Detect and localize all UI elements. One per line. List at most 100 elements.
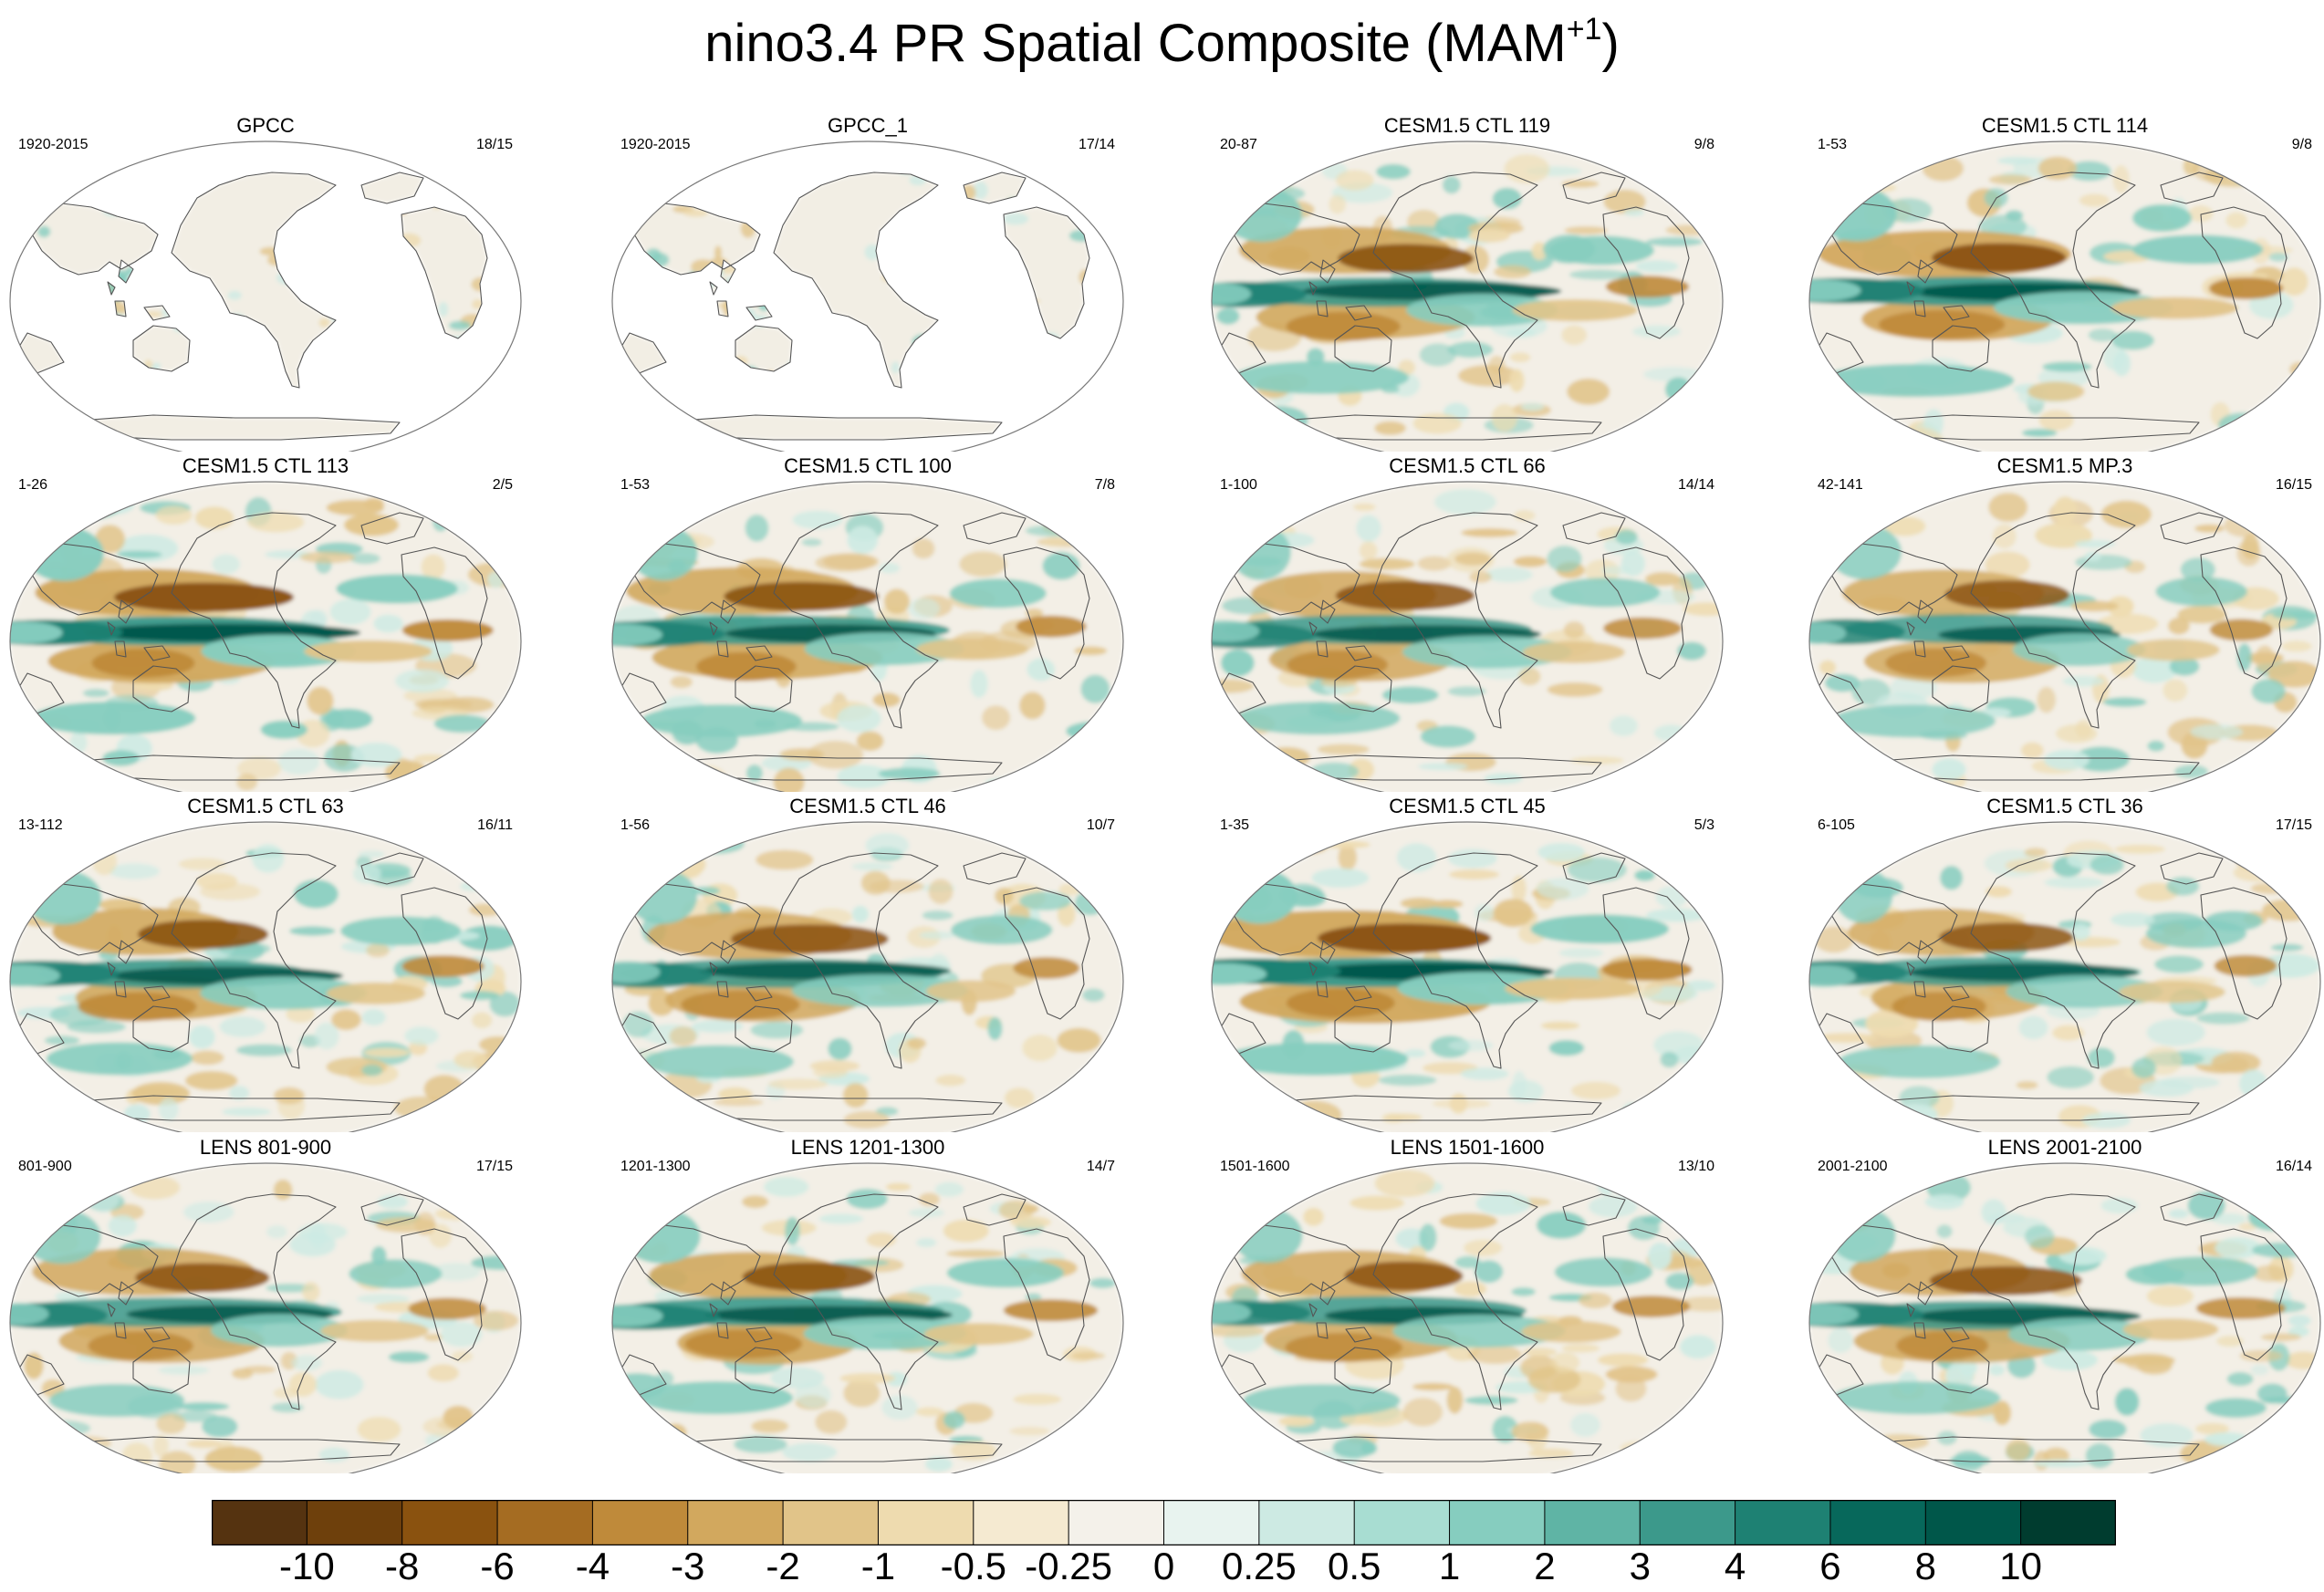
panel-period: 20-87 [1220, 137, 1257, 152]
colorbar-swatch [496, 1500, 594, 1545]
panel-title: CESM1.5 CTL 100 [784, 454, 952, 477]
colorbar-swatch [973, 1500, 1070, 1545]
colorbar-swatch [1544, 1500, 1641, 1545]
map-border [9, 821, 522, 1132]
map-canvas [611, 1162, 1124, 1473]
panel-event-count: 17/15 [475, 1159, 513, 1174]
map-panel: CESM1.5 CTL 113 1-26 2/5 [7, 454, 524, 792]
panel-period: 1201-1300 [620, 1159, 691, 1174]
precip-anomaly-field [1809, 1163, 2320, 1473]
map-panel: GPCC_1 1920-2015 17/14 [610, 114, 1126, 452]
colorbar [212, 1500, 2116, 1545]
panel-period: 1920-2015 [620, 137, 691, 152]
panel-period: 1501-1600 [1220, 1159, 1290, 1174]
precip-anomaly-field [1809, 822, 2320, 1132]
map-border [1808, 1162, 2321, 1473]
panel-title: LENS 1201-1300 [790, 1136, 945, 1159]
panel-event-count: 9/8 [2291, 137, 2312, 152]
map-border [9, 1162, 522, 1473]
panel-period: 42-141 [1818, 477, 1863, 493]
map-panel: CESM1.5 CTL 114 1-53 9/8 [1807, 114, 2323, 452]
panel-event-count: 16/15 [2275, 477, 2312, 493]
map-border [9, 481, 522, 792]
precip-anomaly-field [10, 822, 521, 1132]
panel-event-count: 14/14 [1677, 477, 1714, 493]
colorbar-swatch [877, 1500, 974, 1545]
panel-period: 6-105 [1818, 817, 1855, 833]
panel-title: LENS 801-900 [199, 1136, 332, 1159]
colorbar-swatch [401, 1500, 499, 1545]
map-canvas [1211, 140, 1724, 452]
panel-title: CESM1.5 MP.3 [1996, 454, 2133, 477]
map-panel: CESM1.5 CTL 63 13-112 16/11 [7, 795, 524, 1132]
panel-event-count: 2/5 [492, 477, 513, 493]
page-title: nino3.4 PR Spatial Composite (MAM+1) [704, 12, 1620, 73]
panel-event-count: 16/11 [477, 817, 513, 833]
panel-period: 1-56 [620, 817, 651, 833]
map-panel: LENS 1501-1600 1501-1600 13/10 [1209, 1136, 1725, 1473]
panel-period: 1-26 [18, 477, 48, 493]
precip-anomaly-field [1809, 482, 2320, 792]
panel-title: CESM1.5 CTL 66 [1389, 454, 1546, 477]
map-panel: CESM1.5 MP.3 42-141 16/15 [1807, 454, 2323, 792]
colorbar-swatch [1449, 1500, 1546, 1545]
precip-anomaly-field [1212, 822, 1723, 1132]
map-border [1211, 821, 1724, 1132]
map-canvas [1808, 1162, 2321, 1473]
precip-anomaly-field [612, 822, 1123, 1132]
colorbar-label: 10 [1999, 1545, 2042, 1587]
colorbar-swatch [1639, 1500, 1736, 1545]
colorbar-swatch [687, 1500, 785, 1545]
panel-event-count: 10/7 [1086, 817, 1115, 833]
colorbar-swatch [212, 1500, 308, 1545]
colorbar-label: -0.5 [940, 1545, 1006, 1587]
precip-anomaly-field [1212, 1163, 1723, 1473]
colorbar-label: -3 [671, 1545, 705, 1587]
map-canvas [9, 1162, 522, 1473]
colorbar-swatch [1353, 1500, 1451, 1545]
colorbar-swatch [2020, 1500, 2116, 1545]
colorbar-label: -6 [480, 1545, 515, 1587]
panel-title: LENS 2001-2100 [1987, 1136, 2142, 1159]
map-canvas [9, 481, 522, 792]
panel-period: 1-53 [620, 477, 651, 493]
colorbar-label: 8 [1914, 1545, 1936, 1587]
colorbar-label: 1 [1438, 1545, 1461, 1587]
panel-event-count: 17/14 [1078, 137, 1115, 152]
colorbar-swatches [212, 1500, 2116, 1545]
map-panel: CESM1.5 CTL 36 6-105 17/15 [1807, 795, 2323, 1132]
panel-title: CESM1.5 CTL 113 [182, 454, 349, 477]
map-panel: CESM1.5 CTL 66 1-100 14/14 [1209, 454, 1725, 792]
map-border [611, 140, 1124, 452]
colorbar-label: 0.5 [1327, 1545, 1381, 1587]
map-canvas [611, 140, 1124, 452]
panel-title: CESM1.5 CTL 45 [1389, 795, 1546, 817]
precip-anomaly-field [1809, 141, 2320, 452]
panel-title: CESM1.5 CTL 63 [187, 795, 344, 817]
map-canvas [1808, 481, 2321, 792]
colorbar-swatch [1258, 1500, 1356, 1545]
map-border [1808, 821, 2321, 1132]
colorbar-swatch [306, 1500, 403, 1545]
colorbar-swatch [1829, 1500, 1927, 1545]
panel-period: 1920-2015 [18, 137, 89, 152]
coastlines [16, 172, 488, 441]
colorbar-label: -10 [278, 1545, 335, 1587]
map-canvas [1808, 821, 2321, 1132]
panel-title: LENS 1501-1600 [1390, 1136, 1545, 1159]
panel-event-count: 16/14 [2275, 1159, 2312, 1174]
map-border [1808, 140, 2321, 452]
map-border [1211, 140, 1724, 452]
coastlines [618, 1193, 1090, 1462]
panel-title: CESM1.5 CTL 119 [1383, 114, 1551, 137]
map-panel: GPCC 1920-2015 18/15 [7, 114, 524, 452]
panel-period: 1-35 [1220, 817, 1250, 833]
map-canvas [611, 481, 1124, 792]
precip-anomaly-field [612, 1163, 1123, 1473]
panel-period: 2001-2100 [1818, 1159, 1888, 1174]
panel-event-count: 17/15 [2275, 817, 2312, 833]
colorbar-swatch [782, 1500, 880, 1545]
colorbar-label: 0.25 [1221, 1545, 1297, 1587]
panel-period: 1-53 [1818, 137, 1848, 152]
colorbar-label: -4 [575, 1545, 610, 1587]
